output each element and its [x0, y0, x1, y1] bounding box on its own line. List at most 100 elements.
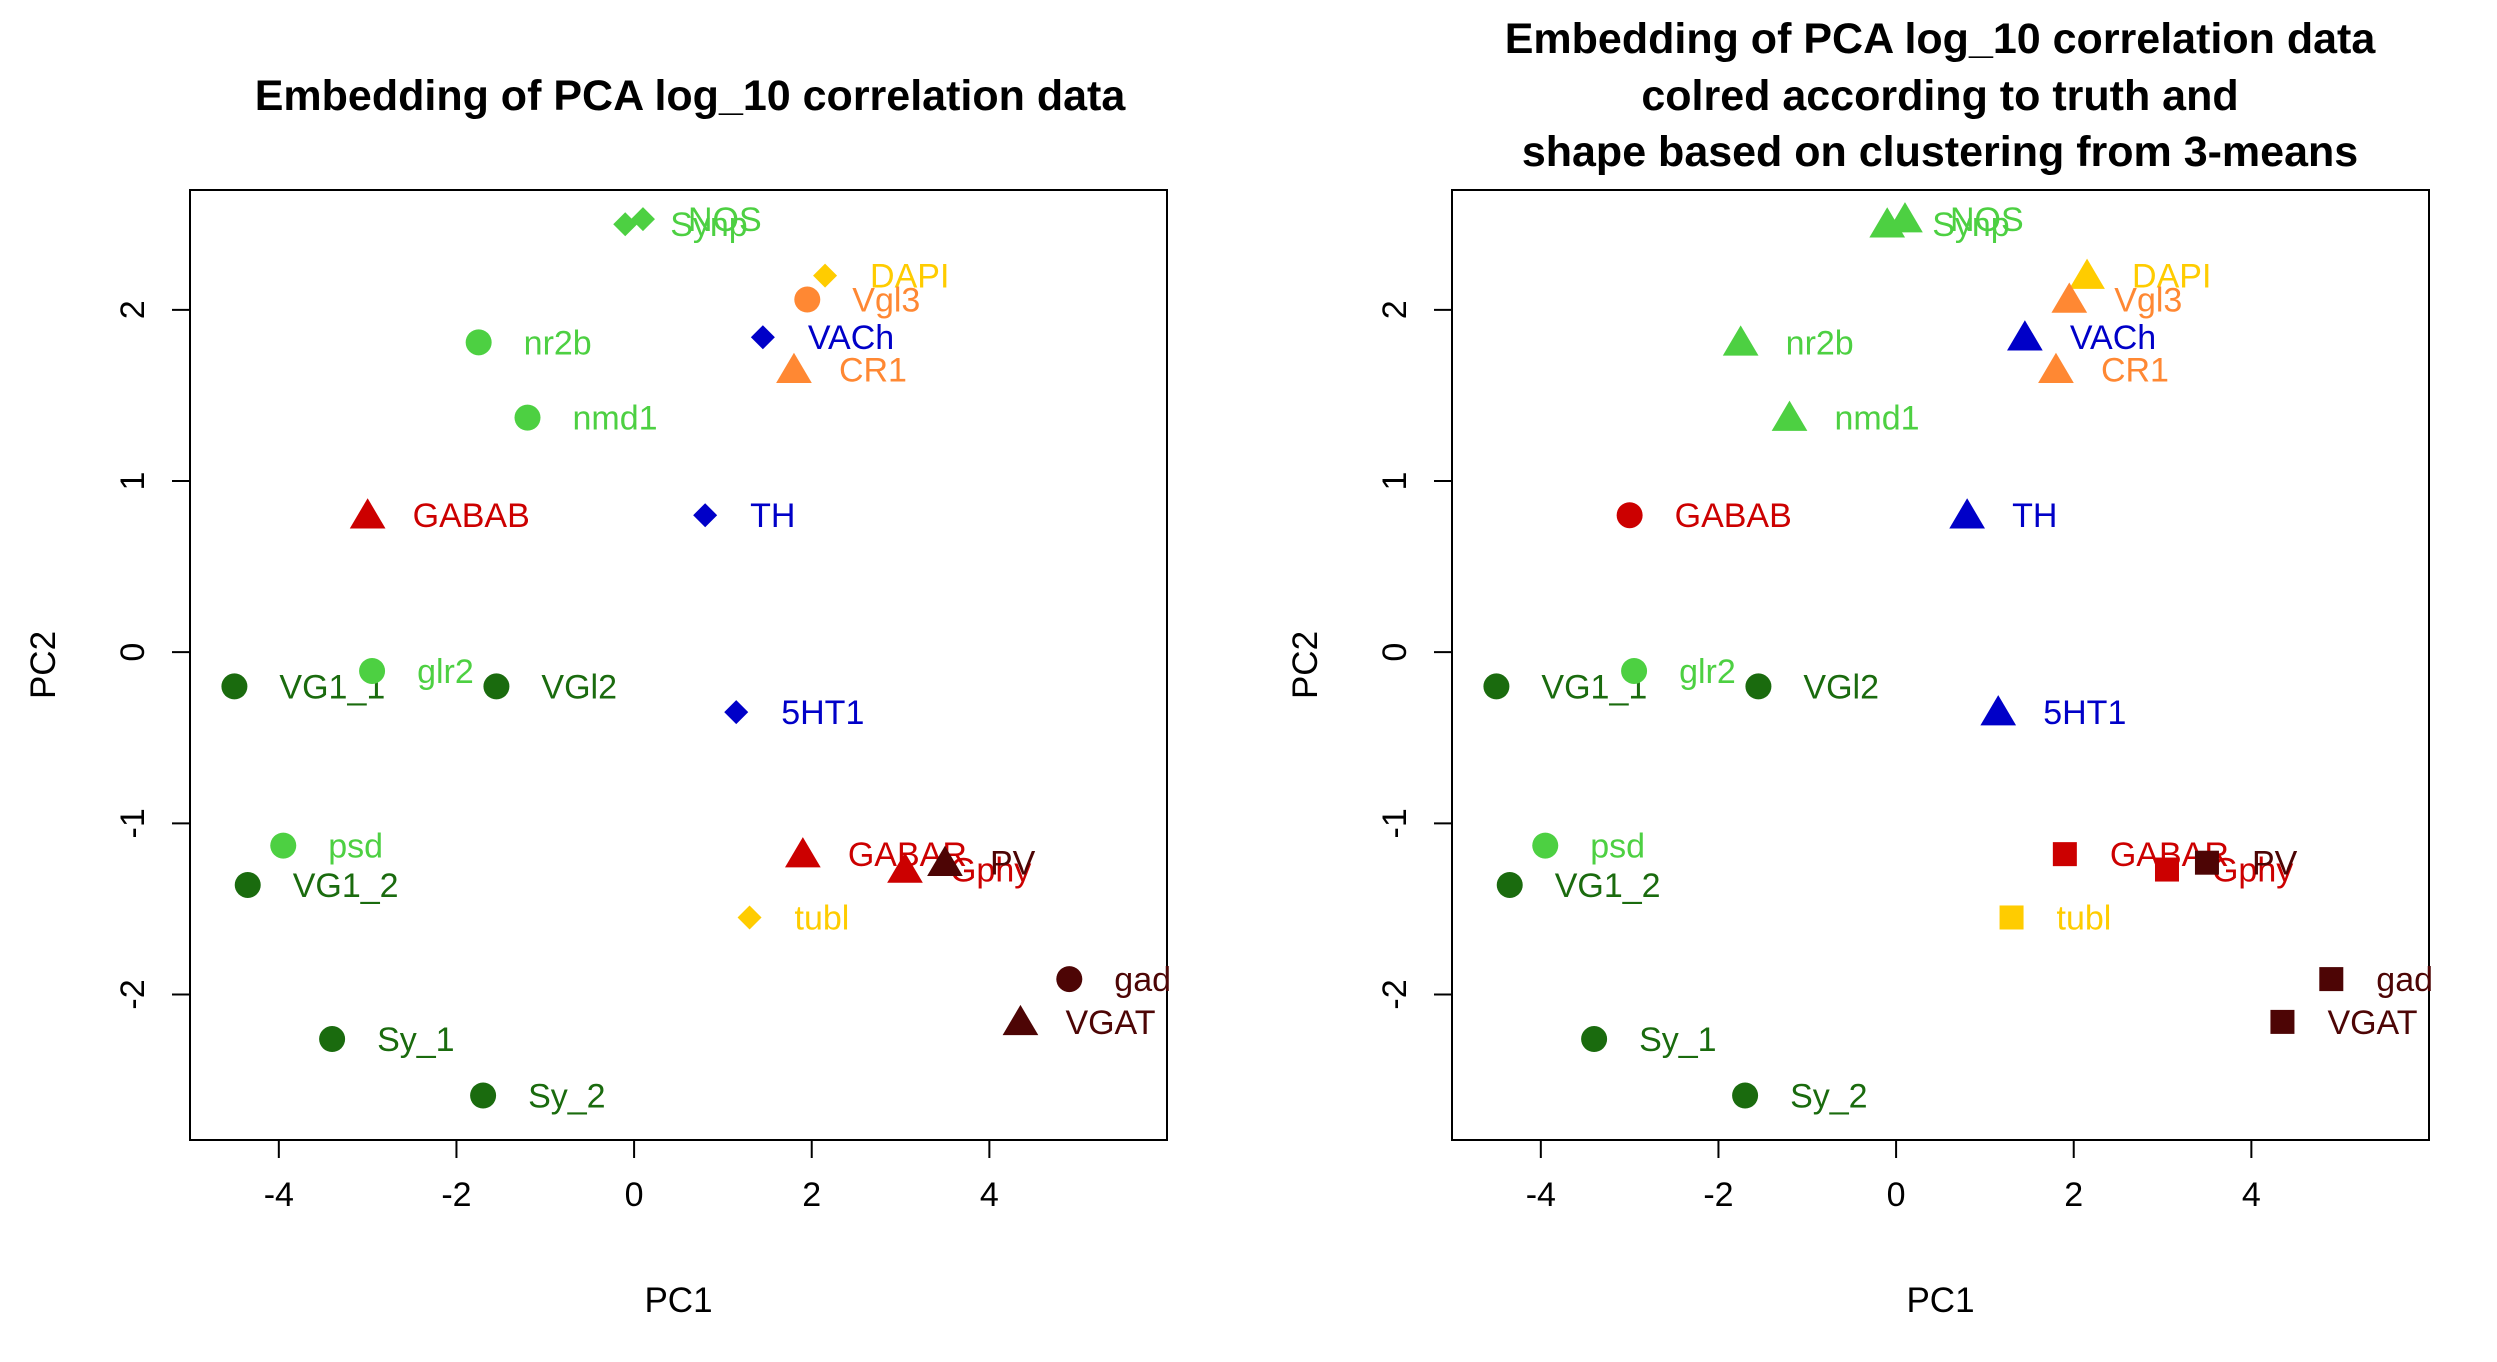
point-gabab-marker [1616, 502, 1643, 529]
point-nos-marker [630, 207, 655, 232]
point-vgl2-marker [1745, 673, 1772, 700]
y-axis-label: PC2 [24, 631, 63, 699]
y-tick-label: 0 [114, 643, 152, 662]
point-vg1-2-marker [234, 871, 261, 898]
y-tick-label: 2 [1376, 300, 1414, 319]
chart-title-line-2: colred according to truth and [1641, 72, 2238, 120]
point-vgl2-marker [483, 673, 510, 700]
point-nmd1-label: nmd1 [573, 400, 658, 438]
point-gphy-marker [2154, 857, 2179, 882]
point-pv-label: PV [2252, 845, 2298, 883]
y-tick-label: 1 [1376, 472, 1414, 491]
y-tick-label: -1 [114, 808, 152, 838]
chart-title-line-3: shape based on clustering from 3-means [1522, 128, 2358, 176]
x-tick-label: 2 [802, 1176, 821, 1214]
y-tick-label: 1 [114, 472, 152, 491]
point-glr2-label: glr2 [417, 653, 474, 691]
point-tubl-label: tubl [795, 899, 850, 937]
point-gabar-marker [784, 837, 821, 868]
point-vach-marker [2007, 320, 2043, 351]
point-5ht1-label: 5HT1 [781, 694, 864, 732]
x-tick-label: -4 [264, 1176, 294, 1214]
point-synp-label: Synp [670, 206, 748, 244]
x-tick-label: 2 [2064, 1176, 2083, 1214]
point-vg1-2-marker [1496, 871, 1523, 898]
x-tick-label: 0 [625, 1176, 644, 1214]
point-cr1-label: CR1 [839, 352, 907, 390]
plot-frame [1451, 189, 2430, 1141]
point-sy-1-marker [1581, 1026, 1608, 1053]
point-tubl-label: tubl [2057, 899, 2112, 937]
point-psd-marker [1532, 832, 1559, 859]
point-nr2b-marker [465, 329, 492, 356]
point-gphy-label: Gphy [950, 852, 1031, 890]
point-cr1-marker [776, 352, 812, 383]
point-vgl2-label: VGl2 [1803, 668, 1879, 706]
point-pv-label: PV [990, 845, 1036, 883]
point-vg1-1-marker [1483, 673, 1510, 700]
x-tick-label: -4 [1526, 1176, 1556, 1214]
point-vach-label: VACh [808, 319, 894, 357]
point-nmd1-marker [514, 404, 541, 431]
point-synp-label: Synp [1932, 206, 2010, 244]
point-vg1-1-marker [221, 673, 248, 700]
point-sy-1-label: Sy_1 [1639, 1021, 1717, 1059]
point-gad-marker [1056, 966, 1083, 993]
point-vgat-label: VGAT [1065, 1004, 1155, 1042]
point-gad-label: gad [1114, 961, 1171, 999]
point-sy-2-label: Sy_2 [1790, 1077, 1868, 1115]
point-nr2b-label: nr2b [1786, 324, 1854, 362]
point-sy-2-label: Sy_2 [528, 1077, 606, 1115]
point-dapi-marker [2069, 258, 2105, 289]
point-vg1-2-label: VG1_2 [1555, 867, 1661, 905]
point-vgl3-marker [794, 286, 821, 313]
point-gad-label: gad [2376, 961, 2433, 999]
point-th-marker [693, 503, 718, 528]
point-gabab-label: GABAB [1675, 497, 1792, 535]
x-tick-label: -2 [441, 1176, 471, 1214]
point-gabar-marker [2052, 842, 2077, 867]
x-tick-label: -2 [1703, 1176, 1733, 1214]
point-gabab-marker [349, 498, 386, 529]
point-synp-marker [1869, 207, 1906, 238]
y-tick-label: -1 [1376, 808, 1414, 838]
y-axis-label: PC2 [1286, 631, 1325, 699]
point-glr2-marker [359, 657, 386, 684]
point-gad-marker [2319, 967, 2344, 992]
point-vg1-2-label: VG1_2 [293, 867, 399, 905]
chart-title-line-1: Embedding of PCA log_10 correlation data [1505, 15, 2377, 63]
point-vgl2-label: VGl2 [541, 668, 617, 706]
point-sy-2-marker [1732, 1082, 1759, 1109]
point-vgat-marker [1002, 1004, 1039, 1036]
point-glr2-label: glr2 [1679, 653, 1736, 691]
point-gphy-label: Gphy [2212, 852, 2293, 890]
point-sy-1-marker [319, 1026, 346, 1053]
y-tick-label: 2 [114, 300, 152, 319]
x-tick-label: 4 [2242, 1176, 2261, 1214]
y-tick-label: -2 [1376, 979, 1414, 1009]
x-axis-label: PC1 [1906, 1281, 1974, 1320]
point-dapi-label: DAPI [870, 258, 949, 296]
point-tubl-marker [737, 905, 762, 930]
point-th-marker [1949, 498, 1985, 529]
point-cr1-label: CR1 [2101, 352, 2169, 390]
point-pv-marker [927, 845, 963, 876]
right-scatter-panel: Embedding of PCA log_10 correlation data… [1286, 15, 2433, 1320]
point-sy-2-marker [470, 1082, 497, 1109]
point-pv-marker [2194, 850, 2219, 875]
point-vgl3-label: Vgl3 [852, 282, 920, 320]
point-gphy-marker [887, 852, 923, 883]
point-5ht1-label: 5HT1 [2043, 694, 2126, 732]
point-dapi-marker [813, 263, 838, 288]
x-tick-label: 4 [980, 1176, 999, 1214]
point-5ht1-marker [1980, 695, 2017, 726]
point-tubl-marker [1999, 905, 2024, 930]
point-gabab-label: GABAB [413, 497, 530, 535]
point-glr2-marker [1621, 657, 1648, 684]
point-nos-label: NOS [688, 201, 762, 239]
left-scatter-panel: Embedding of PCA log_10 correlation data… [24, 72, 1171, 1320]
point-sy-1-label: Sy_1 [377, 1021, 455, 1059]
point-vach-label: VACh [2070, 319, 2156, 357]
point-nr2b-label: nr2b [524, 324, 592, 362]
